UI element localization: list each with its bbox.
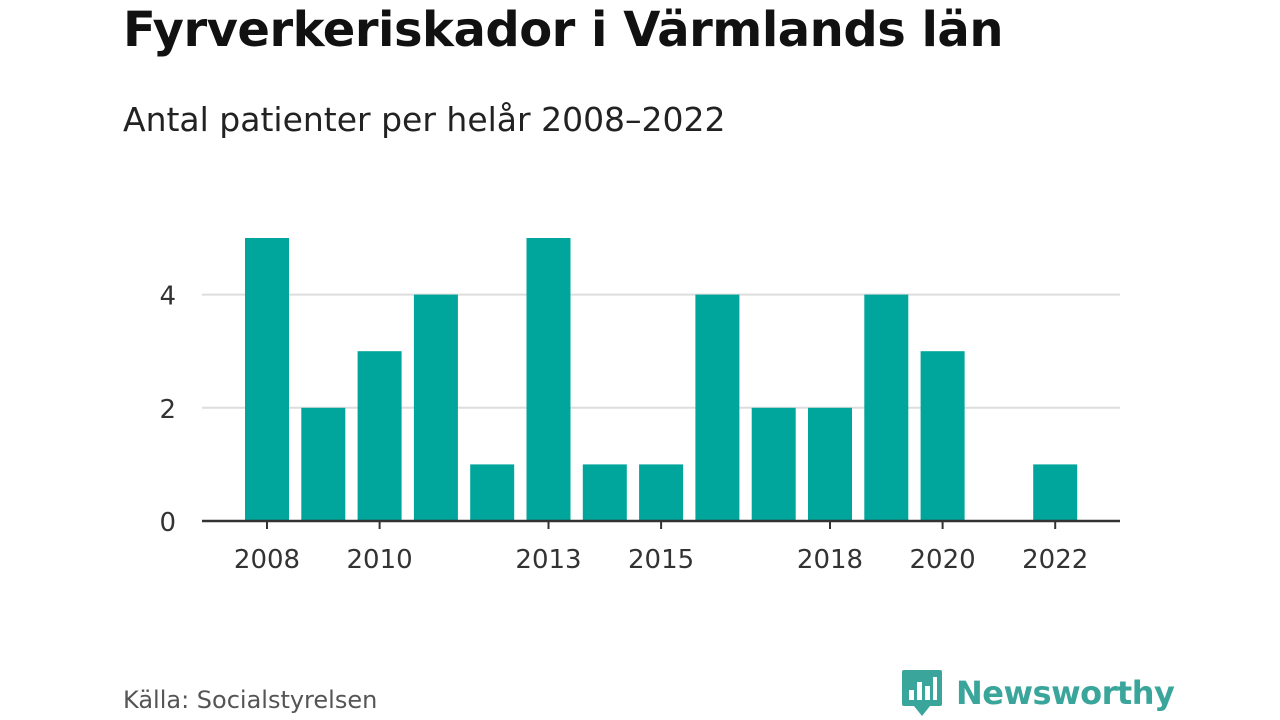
x-tick-label: 2013 — [515, 545, 581, 575]
brand-logo: Newsworthy — [900, 668, 1175, 718]
newsworthy-logo-icon — [902, 670, 942, 716]
bars — [245, 238, 1078, 521]
y-tick-label: 2 — [159, 395, 176, 425]
chart-subtitle: Antal patienter per helår 2008–2022 — [123, 100, 726, 139]
brand-name: Newsworthy — [956, 674, 1175, 712]
bar-2012 — [470, 464, 515, 521]
axes: 0 2 4 2008 2010 2013 2015 2018 2020 2022 — [159, 282, 1120, 575]
y-tick-label: 4 — [159, 282, 176, 312]
x-tick-label: 2020 — [910, 545, 976, 575]
bar-2017 — [751, 407, 796, 521]
source-note: Källa: Socialstyrelsen — [123, 686, 378, 714]
x-tick-label: 2008 — [234, 545, 300, 575]
bar-2019 — [864, 294, 909, 521]
bar-2011 — [413, 294, 458, 521]
x-tick-label: 2022 — [1022, 545, 1088, 575]
bar-2013 — [526, 238, 571, 521]
x-tick-label: 2010 — [347, 545, 413, 575]
bar-2018 — [808, 407, 852, 521]
gridlines — [202, 293, 1120, 409]
bar-2014 — [582, 464, 627, 521]
bar-2022 — [1033, 464, 1078, 521]
bar-2015 — [639, 464, 684, 521]
bar-2016 — [695, 294, 740, 521]
x-tick-label: 2015 — [628, 545, 694, 575]
bar-2010 — [357, 351, 402, 521]
chart-title: Fyrverkeriskador i Värmlands län — [123, 2, 1004, 58]
x-tick-label: 2018 — [797, 545, 863, 575]
bar-2009 — [301, 407, 346, 521]
bar-2020 — [920, 351, 965, 521]
bar-2008 — [245, 238, 289, 521]
y-tick-label: 0 — [159, 508, 176, 538]
